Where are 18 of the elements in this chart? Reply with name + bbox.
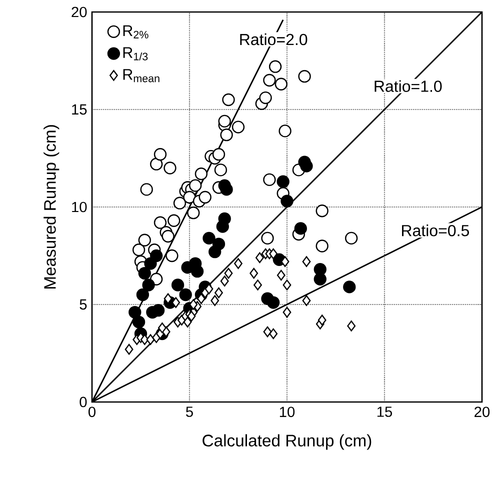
- annotation: Ratio=1.0: [374, 80, 442, 92]
- x-tick-label: 10: [280, 406, 295, 418]
- y-axis-title: Measured Runup (cm): [44, 125, 60, 289]
- annotation: Ratio=0.5: [402, 224, 469, 236]
- x-tick-label: 0: [88, 406, 96, 418]
- legend-label: R$_{1/3}$: [123, 47, 148, 60]
- x-tick-label: 15: [377, 406, 392, 417]
- x-tick-label: 5: [186, 406, 193, 417]
- y-tick-label: 5: [80, 299, 87, 310]
- annotation: Ratio=2.0: [240, 33, 308, 46]
- x-tick-label: 20: [474, 406, 490, 418]
- legend-label: R$_{mean}$: [123, 69, 160, 82]
- y-tick-label: 10: [72, 202, 87, 212]
- y-tick-label: 20: [72, 6, 87, 18]
- y-tick-label: 15: [72, 104, 87, 115]
- x-axis-title: Calculated Runup (cm): [202, 434, 372, 450]
- y-tick-label: 0: [80, 396, 87, 408]
- legend-label: R$_{2%}$: [123, 25, 148, 38]
